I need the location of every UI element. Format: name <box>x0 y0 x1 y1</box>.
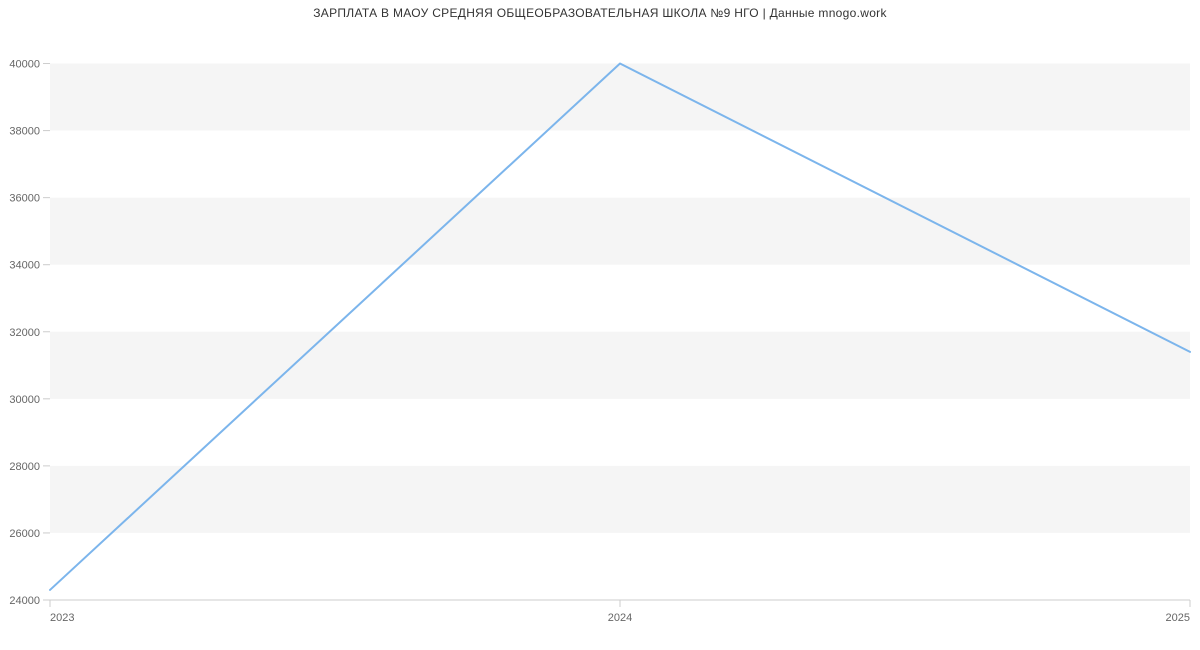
y-axis-label: 34000 <box>9 260 40 272</box>
y-axis-label: 24000 <box>9 595 40 607</box>
y-axis-label: 40000 <box>9 59 40 71</box>
chart-svg: 24000 26000 28000 30000 32000 34000 36000 38000… <box>0 0 1200 650</box>
x-axis-label: 2024 <box>608 612 632 624</box>
grid-band <box>50 466 1190 533</box>
y-axis-label: 30000 <box>9 394 40 406</box>
chart-title: ЗАРПЛАТА В МАОУ СРЕДНЯЯ ОБЩЕОБРАЗОВАТЕЛЬ… <box>0 6 1200 20</box>
y-axis-label: 32000 <box>9 327 40 339</box>
y-axis-label: 28000 <box>9 461 40 473</box>
grid-band <box>50 198 1190 265</box>
chart-container: ЗАРПЛАТА В МАОУ СРЕДНЯЯ ОБЩЕОБРАЗОВАТЕЛЬ… <box>0 0 1200 650</box>
grid-band <box>50 64 1190 131</box>
y-axis-label: 38000 <box>9 126 40 138</box>
y-axis-label: 36000 <box>9 193 40 205</box>
y-axis-label: 26000 <box>9 528 40 540</box>
x-axis-label: 2025 <box>1166 612 1190 624</box>
x-axis-label: 2023 <box>50 612 74 624</box>
grid-band <box>50 332 1190 399</box>
